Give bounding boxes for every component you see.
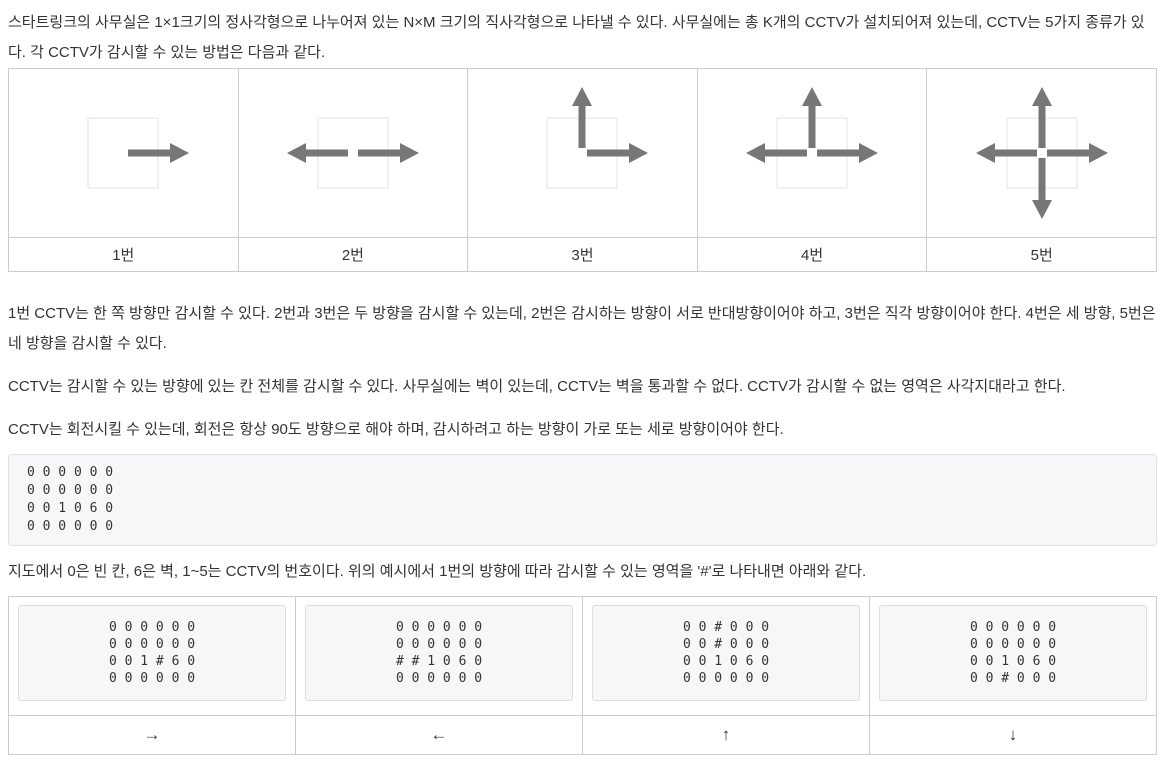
cctv-types-table: 1번 2번 3번 4번 5번	[8, 68, 1157, 272]
cctv-3-label: 3번	[467, 237, 698, 272]
paragraph-cctv-directions: 1번 CCTV는 한 쪽 방향만 감시할 수 있다. 2번과 3번은 두 방향을…	[8, 305, 1156, 352]
grid-line: 0 0 # 0 0 0	[969, 671, 1057, 686]
cctv-5-arrow-diagram	[927, 69, 1156, 237]
grid-line: 0 0 1 0 6 0	[682, 654, 770, 669]
direction-down-cell: 0 0 0 0 0 0 0 0 0 0 0 0 0 0 1 0 6 0 0 0 …	[869, 596, 1157, 716]
cctv-3-arrow-diagram	[468, 69, 697, 237]
direction-grid-row: 0 0 0 0 0 0 0 0 0 0 0 0 0 0 1 # 6 0 0 0 …	[8, 596, 1157, 716]
cctv-2-arrow-diagram	[239, 69, 468, 237]
grid-line: 0 0 0 0 0 0	[682, 671, 770, 686]
cctv-1-arrow-diagram	[9, 69, 238, 237]
grid-line: 0 0 0 0 0 0	[969, 637, 1057, 652]
map-line: 0 0 1 0 6 0	[27, 501, 114, 516]
direction-up-cell: 0 0 # 0 0 0 0 0 # 0 0 0 0 0 1 0 6 0 0 0 …	[582, 596, 870, 716]
cctv-2-label: 2번	[237, 237, 469, 272]
cctv-4-arrow-diagram	[698, 69, 927, 237]
right-arrow-icon: →	[8, 715, 296, 755]
grid-line: 0 0 0 0 0 0	[108, 620, 196, 635]
grid-up-code-block: 0 0 # 0 0 0 0 0 # 0 0 0 0 0 1 0 6 0 0 0 …	[592, 605, 860, 701]
cctv-1-cell	[8, 68, 239, 238]
cctv-diagram-row	[8, 68, 1157, 238]
grid-down-code-block: 0 0 0 0 0 0 0 0 0 0 0 0 0 0 1 0 6 0 0 0 …	[879, 605, 1147, 701]
grid-line: 0 0 0 0 0 0	[108, 637, 196, 652]
paragraph-walls-blindspot: CCTV는 감시할 수 있는 방향에 있는 칸 전체를 감시할 수 있다. 사무…	[8, 378, 1066, 395]
grid-line: 0 0 1 0 6 0	[969, 654, 1057, 669]
grid-line: 0 0 0 0 0 0	[395, 671, 483, 686]
paragraph-map-legend: 지도에서 0은 빈 칸, 6은 벽, 1~5는 CCTV의 번호이다. 위의 예…	[8, 563, 867, 580]
cctv-1-label: 1번	[8, 237, 239, 272]
grid-left-code-block: 0 0 0 0 0 0 0 0 0 0 0 0 # # 1 0 6 0 0 0 …	[305, 605, 573, 701]
cctv-2-cell	[237, 68, 469, 238]
cctv-3-cell	[467, 68, 698, 238]
grid-line: 0 0 0 0 0 0	[395, 637, 483, 652]
map-line: 0 0 0 0 0 0	[27, 465, 114, 480]
paragraph-rotation: CCTV는 회전시킬 수 있는데, 회전은 항상 90도 방향으로 해야 하며,…	[8, 421, 784, 438]
cctv-4-label: 4번	[696, 237, 928, 272]
left-arrow-icon: ←	[295, 715, 583, 755]
cctv-label-row: 1번 2번 3번 4번 5번	[8, 237, 1157, 272]
map-line: 0 0 0 0 0 0	[27, 483, 114, 498]
paragraph-office-description: 스타트링크의 사무실은 1×1크기의 정사각형으로 나누어져 있는 N×M 크기…	[8, 14, 1145, 61]
grid-line: 0 0 # 0 0 0	[682, 637, 770, 652]
cctv-4-cell	[696, 68, 928, 238]
grid-line: # # 1 0 6 0	[395, 654, 483, 669]
grid-line: 0 0 # 0 0 0	[682, 620, 770, 635]
grid-line: 0 0 0 0 0 0	[969, 620, 1057, 635]
direction-left-cell: 0 0 0 0 0 0 0 0 0 0 0 0 # # 1 0 6 0 0 0 …	[295, 596, 583, 716]
cctv-5-label: 5번	[926, 237, 1157, 272]
map-line: 0 0 0 0 0 0	[27, 519, 114, 534]
direction-label-row: → ← ↑ ↓	[8, 715, 1157, 755]
direction-examples-table: 0 0 0 0 0 0 0 0 0 0 0 0 0 0 1 # 6 0 0 0 …	[8, 596, 1157, 755]
direction-right-cell: 0 0 0 0 0 0 0 0 0 0 0 0 0 0 1 # 6 0 0 0 …	[8, 596, 296, 716]
cctv-5-cell	[926, 68, 1157, 238]
map-example-code-block: 0 0 0 0 0 0 0 0 0 0 0 0 0 0 1 0 6 0 0 0 …	[8, 454, 1157, 546]
grid-line: 0 0 0 0 0 0	[395, 620, 483, 635]
up-arrow-icon: ↑	[582, 715, 870, 755]
down-arrow-icon: ↓	[869, 715, 1157, 755]
grid-line: 0 0 1 # 6 0	[108, 654, 196, 669]
grid-line: 0 0 0 0 0 0	[108, 671, 196, 686]
grid-right-code-block: 0 0 0 0 0 0 0 0 0 0 0 0 0 0 1 # 6 0 0 0 …	[18, 605, 286, 701]
